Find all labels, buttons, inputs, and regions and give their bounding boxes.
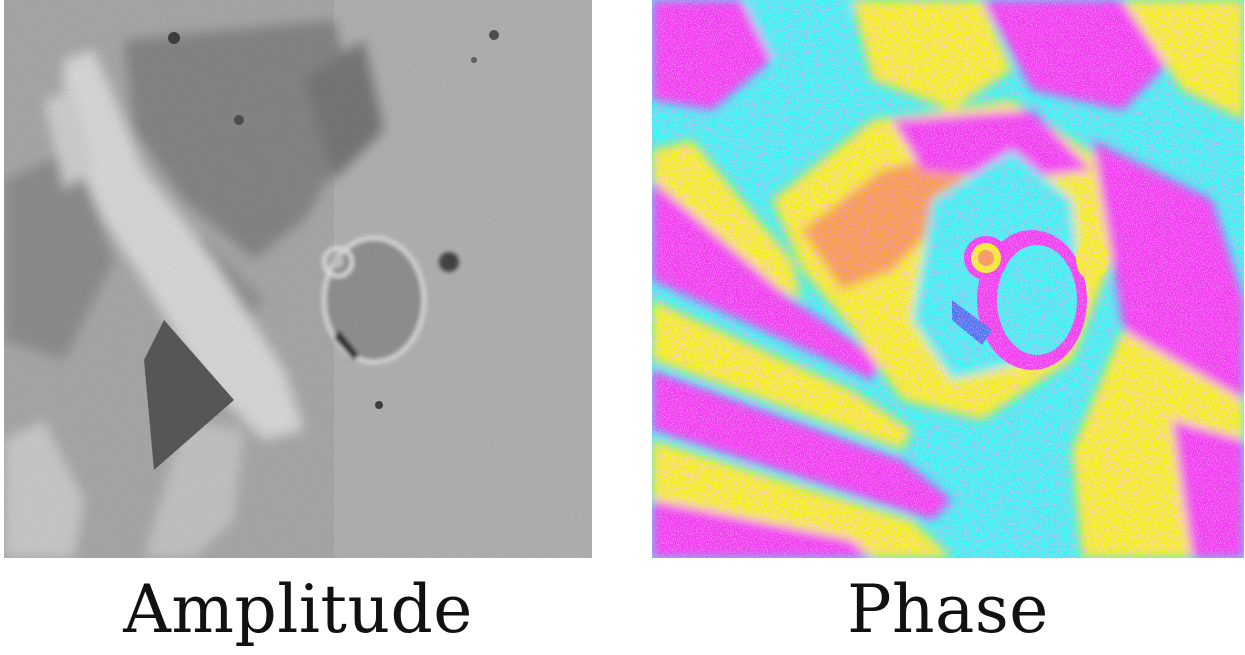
phase-image bbox=[652, 0, 1244, 558]
phase-panel: Phase bbox=[652, 0, 1244, 648]
amplitude-caption: Amplitude bbox=[123, 571, 473, 648]
phase-caption: Phase bbox=[847, 571, 1049, 648]
amplitude-panel: Amplitude bbox=[4, 0, 592, 648]
amplitude-image bbox=[4, 0, 592, 558]
